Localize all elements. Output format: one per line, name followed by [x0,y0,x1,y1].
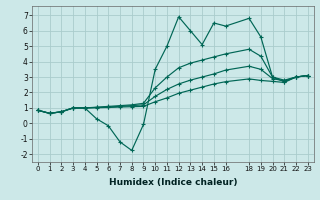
X-axis label: Humidex (Indice chaleur): Humidex (Indice chaleur) [108,178,237,187]
